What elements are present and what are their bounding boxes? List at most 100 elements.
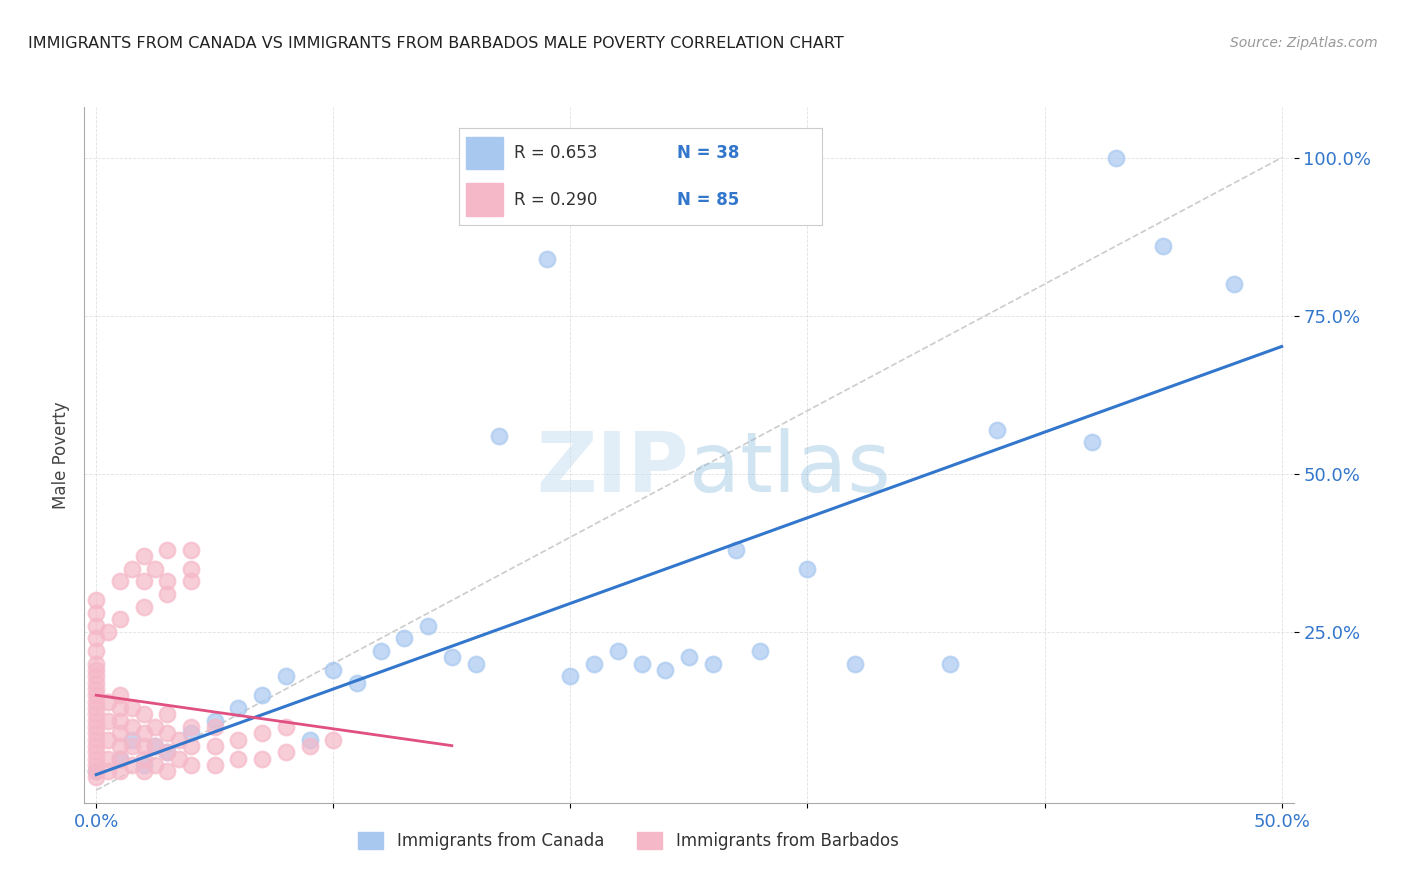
Point xyxy=(1105,151,1128,165)
Point xyxy=(108,751,131,765)
Point xyxy=(84,669,107,683)
Point xyxy=(630,657,652,671)
Point xyxy=(108,751,131,765)
Point xyxy=(132,549,155,563)
Point xyxy=(84,606,107,620)
Point xyxy=(156,745,179,759)
Point xyxy=(180,720,202,734)
Point xyxy=(108,701,131,715)
Point xyxy=(180,757,202,772)
Point xyxy=(84,739,107,753)
Point xyxy=(678,650,700,665)
Point xyxy=(156,542,179,557)
Point xyxy=(702,657,724,671)
Point xyxy=(228,751,250,765)
Point xyxy=(250,688,273,702)
Point xyxy=(84,771,107,785)
Point xyxy=(84,657,107,671)
Point xyxy=(394,632,416,646)
Y-axis label: Male Poverty: Male Poverty xyxy=(52,401,70,508)
Point xyxy=(145,757,167,772)
Point xyxy=(167,751,190,765)
Point xyxy=(97,764,120,779)
Point xyxy=(1223,277,1246,292)
Point xyxy=(298,739,321,753)
Point xyxy=(156,587,179,601)
Point xyxy=(274,720,297,734)
Point xyxy=(84,593,107,607)
Point xyxy=(1152,239,1174,253)
Point xyxy=(97,695,120,709)
Point xyxy=(156,745,179,759)
Point xyxy=(346,675,368,690)
Point xyxy=(274,669,297,683)
Point xyxy=(156,574,179,589)
Point xyxy=(145,739,167,753)
Point xyxy=(180,542,202,557)
Point xyxy=(583,657,606,671)
Point xyxy=(180,726,202,740)
Point xyxy=(84,726,107,740)
Point xyxy=(180,562,202,576)
Point xyxy=(749,644,772,658)
Point xyxy=(108,574,131,589)
Point xyxy=(97,625,120,640)
Point xyxy=(488,429,510,443)
Point xyxy=(108,764,131,779)
Point xyxy=(145,720,167,734)
Point xyxy=(121,701,143,715)
Point xyxy=(464,657,486,671)
Point xyxy=(84,688,107,702)
Point xyxy=(606,644,628,658)
Point xyxy=(84,695,107,709)
Point xyxy=(132,599,155,614)
Point xyxy=(654,663,676,677)
Point xyxy=(250,726,273,740)
Point xyxy=(796,562,818,576)
Point xyxy=(132,757,155,772)
Point xyxy=(121,720,143,734)
Point xyxy=(132,726,155,740)
Point xyxy=(145,562,167,576)
Point xyxy=(132,751,155,765)
Point xyxy=(250,751,273,765)
Point xyxy=(204,757,226,772)
Legend: Immigrants from Canada, Immigrants from Barbados: Immigrants from Canada, Immigrants from … xyxy=(352,826,905,857)
Point xyxy=(84,675,107,690)
Point xyxy=(1081,435,1104,450)
Point xyxy=(121,562,143,576)
Point xyxy=(180,739,202,753)
Point xyxy=(97,751,120,765)
Point xyxy=(132,739,155,753)
Point xyxy=(108,714,131,728)
Point xyxy=(204,714,226,728)
Point xyxy=(180,574,202,589)
Point xyxy=(938,657,960,671)
Point xyxy=(84,751,107,765)
Point xyxy=(156,707,179,722)
Point xyxy=(84,663,107,677)
Point xyxy=(97,732,120,747)
Point xyxy=(156,726,179,740)
Point xyxy=(108,688,131,702)
Point xyxy=(132,574,155,589)
Point xyxy=(725,542,748,557)
Point xyxy=(84,720,107,734)
Point xyxy=(108,726,131,740)
Text: Source: ZipAtlas.com: Source: ZipAtlas.com xyxy=(1230,36,1378,50)
Point xyxy=(84,745,107,759)
Point xyxy=(108,612,131,626)
Point xyxy=(84,681,107,696)
Point xyxy=(418,618,440,632)
Point xyxy=(440,650,463,665)
Point xyxy=(204,739,226,753)
Point xyxy=(228,732,250,747)
Point xyxy=(132,764,155,779)
Point xyxy=(121,732,143,747)
Point xyxy=(84,764,107,779)
Point xyxy=(536,252,558,266)
Text: IMMIGRANTS FROM CANADA VS IMMIGRANTS FROM BARBADOS MALE POVERTY CORRELATION CHAR: IMMIGRANTS FROM CANADA VS IMMIGRANTS FRO… xyxy=(28,36,844,51)
Point xyxy=(84,644,107,658)
Point xyxy=(322,663,344,677)
Point xyxy=(228,701,250,715)
